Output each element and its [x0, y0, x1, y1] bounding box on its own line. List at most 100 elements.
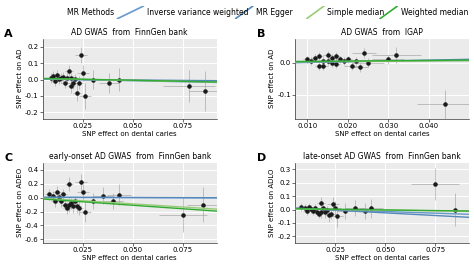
Point — [73, 204, 81, 208]
Point — [51, 79, 58, 83]
Y-axis label: SNP effect on ADLO: SNP effect on ADLO — [269, 169, 275, 237]
Point — [77, 53, 84, 57]
Point — [79, 190, 86, 194]
Point — [323, 207, 331, 212]
Text: Weighted median: Weighted median — [401, 8, 468, 17]
Point — [59, 192, 66, 196]
Point — [75, 206, 82, 210]
Point — [115, 77, 122, 82]
Point — [109, 199, 117, 203]
Point — [65, 182, 73, 186]
Point — [310, 209, 317, 213]
Point — [201, 89, 209, 93]
Point — [331, 206, 339, 210]
Point — [67, 201, 74, 205]
Point — [351, 206, 359, 210]
Point — [73, 90, 81, 95]
Point — [361, 209, 369, 213]
X-axis label: SNP effect on dental caries: SNP effect on dental caries — [335, 255, 429, 261]
Point — [199, 202, 207, 207]
Point — [77, 180, 84, 184]
Point — [81, 94, 89, 98]
Point — [53, 190, 61, 194]
Title: early-onset AD GWAS  from  FinnGen bank: early-onset AD GWAS from FinnGen bank — [49, 152, 211, 161]
Point — [53, 72, 61, 77]
Point — [328, 56, 336, 60]
Point — [71, 76, 79, 81]
Point — [364, 60, 372, 65]
Point — [441, 102, 449, 107]
Point — [336, 57, 344, 62]
Point — [51, 199, 58, 203]
Y-axis label: SNP effect on ADEO: SNP effect on ADEO — [17, 168, 23, 237]
Point — [356, 65, 364, 70]
Point — [308, 59, 315, 63]
X-axis label: SNP effect on dental caries: SNP effect on dental caries — [335, 131, 429, 137]
Point — [352, 59, 360, 63]
Text: Simple median: Simple median — [327, 8, 384, 17]
Point — [185, 84, 192, 88]
Point — [79, 71, 86, 75]
Y-axis label: SNP effect on AD: SNP effect on AD — [269, 49, 275, 108]
Point — [75, 81, 82, 85]
Point — [57, 199, 64, 203]
Point — [451, 207, 459, 212]
Point — [55, 76, 63, 81]
Point — [316, 64, 323, 68]
Text: D: D — [257, 153, 266, 163]
Point — [318, 210, 325, 214]
Title: AD GWAS  from  FinnGen bank: AD GWAS from FinnGen bank — [72, 28, 188, 37]
Point — [69, 81, 76, 85]
Point — [89, 199, 97, 203]
Point — [301, 206, 309, 210]
Title: late-onset AD GWAS  from  FinnGen bank: late-onset AD GWAS from FinnGen bank — [303, 152, 461, 161]
Point — [63, 76, 71, 80]
Text: MR Methods: MR Methods — [67, 8, 114, 17]
Point — [348, 64, 356, 68]
Point — [315, 211, 323, 216]
Point — [431, 182, 439, 186]
Point — [313, 210, 321, 214]
Point — [319, 64, 327, 68]
Point — [360, 51, 368, 55]
Point — [47, 76, 55, 80]
Point — [63, 206, 71, 210]
Point — [59, 75, 66, 79]
Point — [61, 202, 68, 207]
Point — [89, 77, 97, 82]
Point — [99, 193, 107, 198]
Point — [319, 206, 327, 210]
Point — [318, 201, 325, 205]
Point — [81, 209, 89, 214]
Text: C: C — [4, 153, 12, 163]
Point — [69, 204, 76, 208]
Point — [384, 57, 392, 62]
Title: AD GWAS  from  IGAP: AD GWAS from IGAP — [341, 28, 423, 37]
Point — [311, 56, 319, 60]
Point — [324, 52, 331, 57]
Point — [344, 57, 352, 62]
X-axis label: SNP effect on dental caries: SNP effect on dental caries — [82, 255, 177, 261]
Point — [332, 62, 339, 67]
Text: B: B — [257, 29, 265, 39]
Point — [329, 202, 337, 206]
Point — [321, 210, 329, 214]
Text: Inverse variance weighted: Inverse variance weighted — [147, 8, 248, 17]
Point — [341, 209, 349, 213]
Point — [392, 52, 400, 57]
Point — [307, 207, 315, 211]
Point — [340, 59, 347, 63]
Point — [55, 195, 63, 199]
Point — [49, 74, 56, 78]
Point — [303, 209, 311, 213]
Text: MR Egger: MR Egger — [256, 8, 293, 17]
Point — [311, 206, 319, 210]
Point — [333, 214, 341, 218]
Point — [305, 205, 313, 209]
Point — [319, 59, 327, 63]
Point — [57, 76, 64, 80]
Point — [328, 211, 335, 216]
Point — [65, 202, 73, 207]
Point — [115, 193, 122, 197]
Point — [316, 54, 323, 59]
